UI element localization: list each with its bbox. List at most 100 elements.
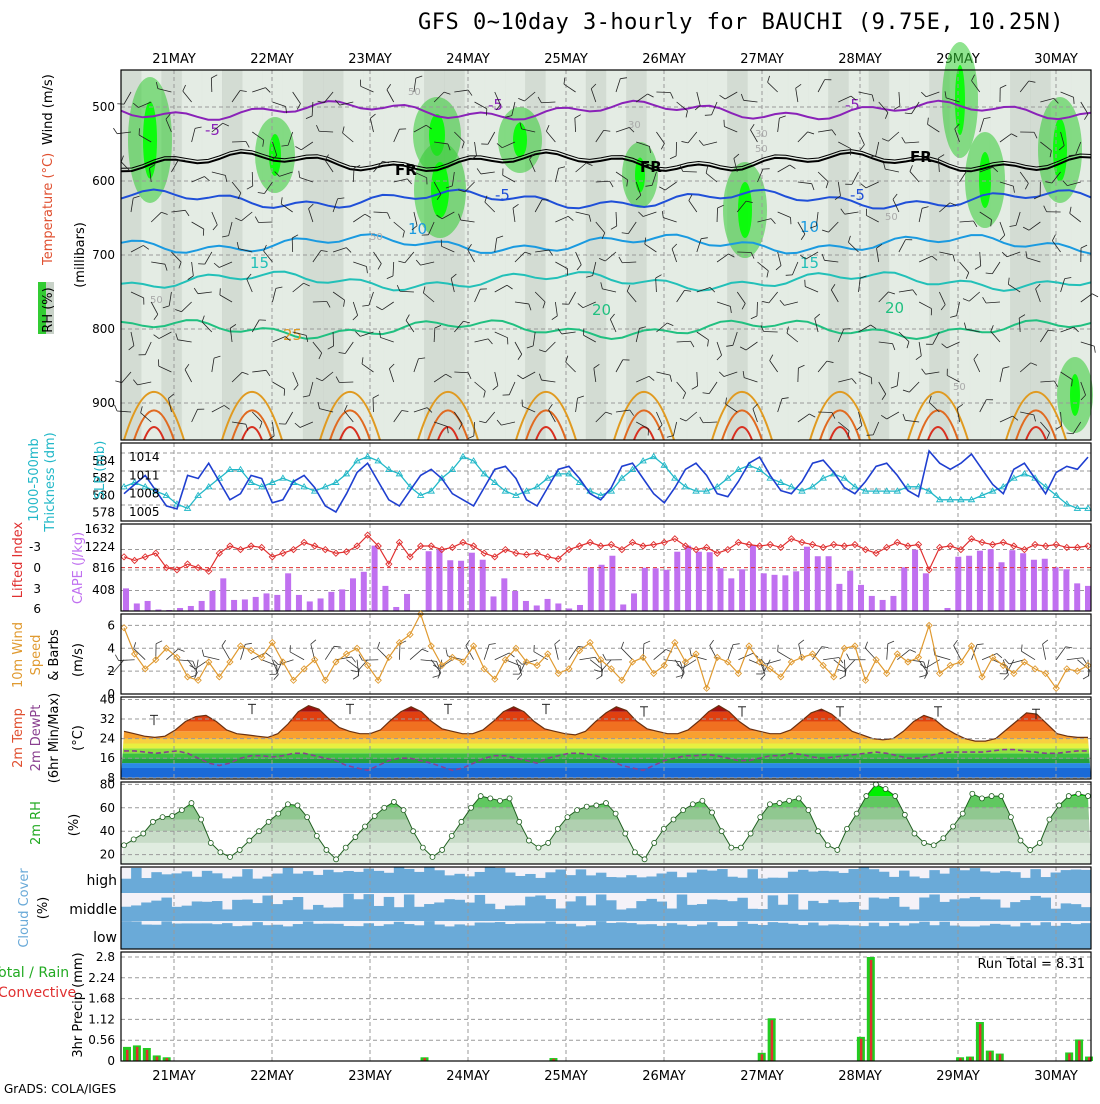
cloud-cover-cell [323,870,334,893]
cloud-cover-cell [778,905,789,921]
barb-feather [733,642,740,647]
cloud-cover-cell [1081,870,1092,893]
cloud-cover-cell [222,909,233,921]
cloud-cover-cell [323,924,334,949]
rh-point [218,850,223,855]
rh-saturated-area [513,123,527,158]
cloud-cover-cell [727,901,738,921]
cloud-cover-cell [333,924,344,949]
barb-feather [839,676,845,679]
cloud-cover-cell [303,921,314,949]
rh-point [343,845,348,850]
rh-point [835,847,840,852]
cloud-cover-cell [606,900,617,921]
cloud-cover-cell [555,908,566,921]
cape-bar [307,601,313,611]
rh-point [170,813,175,818]
cloud-cover-cell [262,925,273,949]
cape-bar [836,584,842,611]
cape-bar [501,578,507,611]
lifted-index-axis-label-line-0: Lifted Index [11,521,26,598]
cloud-cover-cell [151,925,162,949]
temperature-contour-label: -5 [850,186,865,204]
cloud-cover-cell [374,871,385,893]
rh-point [440,847,445,852]
cloud-cover-cell [323,908,334,921]
rh-shade-column [586,70,607,440]
rh-point [189,801,194,806]
barb-staff [114,660,124,672]
cloud-cover-cell [1010,902,1021,921]
rh-point [845,826,850,831]
barb-feather [310,640,317,644]
cloud-cover-cell [333,907,344,921]
cape-bar [1009,550,1015,611]
surface-wind-barb [251,651,271,665]
cape-bar [696,552,702,611]
cloud-cover-cell [707,922,718,949]
barb-staff [954,645,961,659]
cloud-cover-cell [849,869,860,893]
precip-convective-bar [979,1024,982,1061]
cloud-cover-cell [232,900,243,921]
cape-bar [534,605,540,611]
cloud-cover-cell [414,907,425,921]
barb-feather [1042,640,1048,644]
cloud-cover-cell [535,923,546,949]
cloud-cover-cell [252,903,263,921]
rh-point [555,826,560,831]
cloud-cover-cell [454,874,465,893]
cloud-cover-cell [707,899,718,921]
cloud-cover-cell [283,926,294,949]
cape-bar [728,578,734,611]
cloud-cover-cell [1000,925,1011,949]
cloud-cover-cell [960,898,971,921]
cape-bar [426,551,432,611]
cloud-cover-cell [970,926,981,949]
rh-point [1057,803,1062,808]
barb-feather [977,642,984,647]
barb-staff [421,660,437,662]
rh-point [565,815,570,820]
barb-feather [888,641,894,644]
cloud-cover-cell [505,924,516,949]
rh-shade-column [990,70,1011,440]
barb-feather [1083,657,1087,663]
precip-convective-bar [999,1054,1002,1061]
barb-feather [156,641,162,644]
precip-legend-total: Total / Rain [0,965,69,981]
cloud-cover-cell [1000,908,1011,921]
cape-bar [588,567,594,611]
cloud-cover-cell [505,873,516,893]
cloud-cover-cell [353,899,364,921]
cloud-cover-cell [636,924,647,949]
cloud-cover-cell [636,877,647,893]
cloud-cover-cell [202,923,213,949]
cloud-cover-cell [454,900,465,921]
precip-frame [121,952,1091,1061]
rh-point [517,819,522,824]
cape-bar [869,596,875,611]
cape-bar [361,572,367,611]
rh-point [613,811,618,816]
cloud-cover-cell [222,878,233,893]
barb-staff [844,660,855,672]
temp-axis-label-3-line-0: (6hr Min/Max) [47,693,62,783]
surface-wind-barb [738,652,758,665]
rh-legend-label: RH (%) [41,287,56,332]
slp-tick-label: 1011 [129,468,160,482]
barb-staff [336,657,352,660]
surface-wind-barb [201,650,221,660]
cloud-cover-cell [444,875,455,893]
rh-point [864,794,869,799]
rh-tick-label-40: 40 [100,824,115,838]
cloud-cover-cell [495,868,506,893]
cloud-cover-cell [343,894,354,921]
bottom-date-label-30may: 30MAY [1034,1069,1078,1084]
cape-bar [620,604,626,611]
rh-point [507,796,512,801]
cloud-cover-cell [909,923,920,949]
surface-wind-barb [761,654,781,665]
rh-point [469,805,474,810]
rh-point [584,804,589,809]
